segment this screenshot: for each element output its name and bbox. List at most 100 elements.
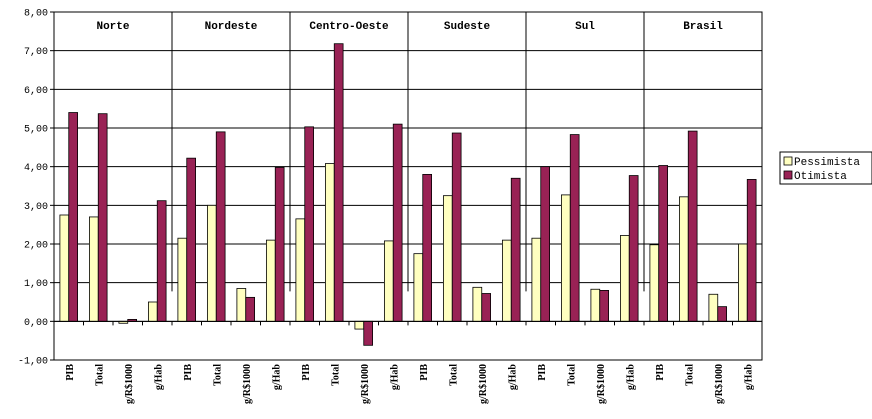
x-tick-label: PIB: [537, 364, 548, 381]
x-tick-label: Total: [684, 364, 695, 386]
x-tick-label: g/R$1000: [360, 364, 371, 404]
y-tick-label: 0,00: [24, 318, 48, 329]
bar-otimista: [186, 157, 197, 322]
bar-pessimista: [590, 288, 601, 322]
x-tick-label: Total: [212, 364, 223, 386]
bar-otimista: [746, 179, 757, 322]
region-dividers: [171, 12, 645, 292]
bar-otimista: [717, 306, 728, 322]
x-tick-label: PIB: [65, 364, 76, 381]
x-tick-label: Total: [566, 364, 577, 386]
bar-pessimista: [89, 216, 99, 322]
bar-pessimista: [59, 214, 70, 322]
y-tick-label: 8,00: [24, 9, 48, 20]
bar-otimista: [304, 126, 315, 322]
bar-pessimista: [147, 301, 158, 322]
y-axis: -1,00 0,00 1,00 2,00 3,00 4,00 5,00 6,00 7,00 8,0…: [18, 9, 54, 368]
x-tick-label: PIB: [655, 364, 666, 381]
bar-otimista: [628, 175, 639, 322]
region-label: Nordeste: [205, 21, 258, 33]
bar-pessimista: [501, 239, 512, 322]
x-tick-label: g/R$1000: [478, 364, 489, 404]
bar-otimista: [569, 134, 580, 322]
bar-otimista: [274, 167, 285, 322]
bar-pessimista: [679, 196, 689, 322]
x-tick-label: Total: [94, 364, 105, 386]
bar-pessimista: [561, 194, 571, 322]
y-tick-label: 2,00: [24, 241, 48, 252]
bar-otimista: [451, 132, 462, 322]
x-tick-label: g/Hab: [271, 364, 282, 391]
bar-pessimista: [531, 237, 542, 322]
bar-otimista: [540, 166, 551, 322]
bar-otimista: [97, 113, 108, 322]
x-tick-label: g/R$1000: [596, 364, 607, 404]
y-tick-label: 4,00: [24, 163, 48, 174]
legend-label-otimista: Otimista: [794, 171, 847, 183]
y-tick-label: 5,00: [24, 125, 48, 136]
bar-otimista: [599, 289, 610, 322]
region-label: Sul: [575, 21, 595, 33]
bar-pessimista: [620, 235, 630, 322]
bar-pessimista: [324, 163, 335, 322]
bar-pessimista: [177, 237, 188, 322]
legend-box: [779, 151, 872, 185]
bar-pessimista: [354, 320, 365, 330]
bar-otimista: [363, 320, 374, 346]
bar-pessimista: [265, 239, 276, 322]
x-tick-label: Total: [330, 364, 341, 386]
x-axis: PIB Total g/R$1000 g/Hab PIB Total g/R$1000 g/H…: [65, 364, 755, 404]
zero-axis: [53, 320, 763, 326]
y-tick-label: 1,00: [24, 279, 48, 290]
bar-otimista: [68, 112, 79, 322]
bar-pessimista: [295, 218, 306, 322]
x-tick-label: g/Hab: [625, 364, 636, 391]
bar-otimista: [422, 173, 433, 322]
bar-pessimista: [236, 288, 247, 322]
bar-otimista: [658, 165, 669, 322]
plot-area: Norte Nordeste Centro-Oeste Sudeste Sul Brasi…: [53, 11, 763, 361]
legend-swatch-otimista: [783, 170, 793, 180]
y-tick-label: 6,00: [24, 86, 48, 97]
bar-pessimista: [472, 286, 483, 322]
bars: [59, 43, 757, 346]
bar-otimista: [687, 130, 698, 322]
legend: Pessimista Otimista: [779, 151, 872, 185]
legend-swatch-pessimista: [783, 156, 793, 166]
bar-otimista: [333, 43, 344, 322]
x-tick-label: Total: [448, 364, 459, 386]
x-tick-label: g/R$1000: [714, 364, 725, 404]
y-tick-label: -1,00: [18, 357, 48, 368]
region-label: Norte: [96, 21, 129, 33]
bar-pessimista: [383, 240, 394, 322]
x-tick-label: PIB: [183, 364, 194, 381]
x-tick-label: g/R$1000: [124, 364, 135, 404]
bar-pessimista: [413, 253, 424, 322]
bar-otimista: [215, 131, 226, 322]
region-label: Brasil: [683, 21, 723, 33]
x-tick-label: PIB: [419, 364, 430, 381]
y-tick-label: 7,00: [24, 47, 48, 58]
x-tick-label: g/Hab: [153, 364, 164, 391]
bar-otimista: [510, 177, 521, 322]
x-tick-label: g/Hab: [507, 364, 518, 391]
bar-pessimista: [442, 195, 453, 322]
bar-otimista: [156, 200, 167, 322]
bar-pessimista: [738, 243, 748, 322]
legend-label-pessimista: Pessimista: [794, 157, 860, 169]
bar-pessimista: [206, 204, 217, 322]
bar-otimista: [392, 123, 403, 322]
bar-pessimista: [649, 244, 660, 322]
x-tick-label: g/R$1000: [242, 364, 253, 404]
bar-pessimista: [708, 293, 719, 322]
bar-otimista: [245, 296, 256, 322]
region-label: Centro-Oeste: [309, 21, 389, 33]
region-labels: Norte Nordeste Centro-Oeste Sudeste Sul Brasi…: [96, 21, 723, 33]
region-label: Sudeste: [444, 21, 491, 33]
bar-otimista: [481, 293, 492, 322]
x-tick-label: PIB: [301, 364, 312, 381]
x-tick-label: g/Hab: [389, 364, 400, 391]
x-tick-label: g/Hab: [743, 364, 754, 391]
y-tick-label: 3,00: [24, 202, 48, 213]
